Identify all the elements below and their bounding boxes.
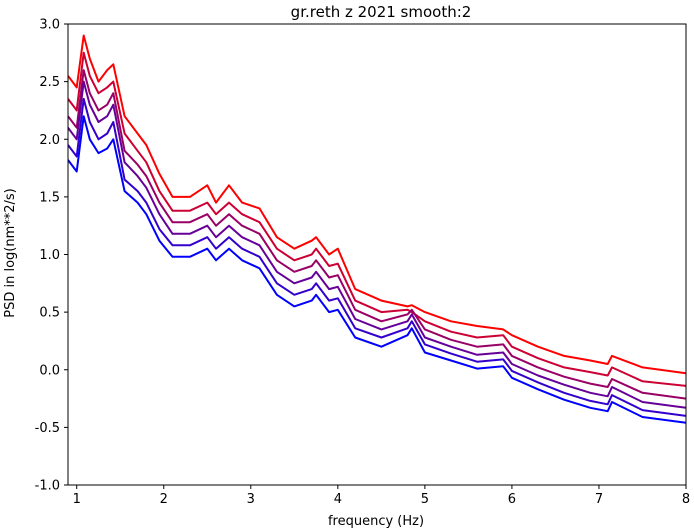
x-tick-label: 5 — [421, 492, 429, 507]
y-tick-label: 2.5 — [39, 75, 60, 90]
x-tick-label: 2 — [160, 492, 168, 507]
x-tick-label: 4 — [334, 492, 342, 507]
y-tick-label: 0.0 — [39, 363, 60, 378]
plot-area — [67, 23, 687, 486]
series-line-2 — [68, 51, 686, 387]
series-line-5 — [68, 97, 686, 417]
x-tick-label: 6 — [508, 492, 516, 507]
y-tick-label: 2.0 — [39, 133, 60, 148]
y-tick-label: -0.5 — [35, 421, 60, 436]
y-axis: 3.0 2.5 2.0 1.5 1.0 0.5 0.0 -0.5 -1.0 — [35, 18, 68, 494]
x-axis-label: frequency (Hz) — [328, 514, 424, 529]
y-tick-label: 1.0 — [39, 248, 60, 263]
x-tick-label: 1 — [73, 492, 81, 507]
y-tick-label: 0.5 — [39, 306, 60, 321]
x-axis: 1 2 3 4 5 6 7 8 — [73, 485, 690, 507]
x-tick-label: 7 — [595, 492, 603, 507]
series-line-1 — [68, 34, 686, 375]
plot-frame — [67, 23, 687, 486]
y-axis-label: PSD in log(nm**2/s) — [3, 188, 18, 318]
series-line-3 — [68, 69, 686, 400]
y-tick-label: 1.5 — [39, 190, 60, 205]
series-line-4 — [68, 80, 686, 409]
x-tick-label: 8 — [682, 492, 690, 507]
chart-title: gr.reth z 2021 smooth:2 — [291, 3, 472, 21]
y-tick-label: -1.0 — [35, 479, 60, 494]
x-tick-label: 3 — [247, 492, 255, 507]
series-line-6 — [68, 115, 686, 424]
y-tick-label: 3.0 — [39, 18, 60, 33]
